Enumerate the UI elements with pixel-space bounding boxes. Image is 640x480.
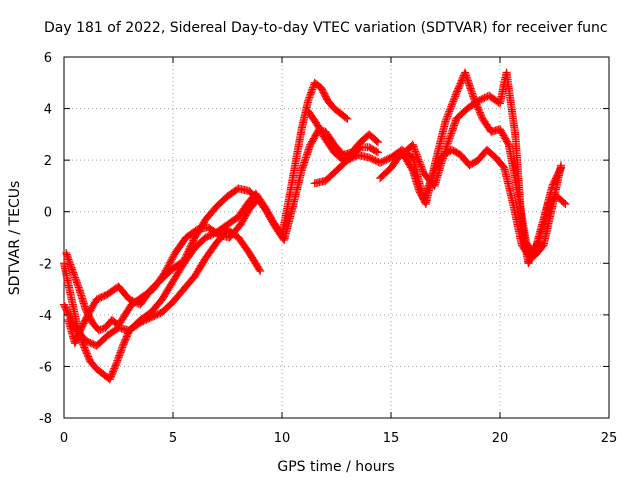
data-point-track-7	[416, 160, 425, 169]
data-point-track-2	[372, 136, 381, 145]
data-point-track-6	[446, 104, 455, 113]
data-point-track-8	[372, 147, 381, 156]
x-tick-label: 10	[274, 431, 291, 446]
data-point-track-7	[415, 157, 424, 166]
data-point-track-6	[445, 105, 454, 114]
data-point-track-6	[444, 110, 453, 119]
data-point-track-6	[449, 95, 458, 104]
data-point-track-7	[412, 150, 421, 159]
data-point-track-5	[560, 198, 569, 207]
data-point-track-6	[448, 99, 457, 108]
data-point-track-7	[409, 142, 418, 151]
data-point-track-6	[447, 102, 456, 111]
data-point-track-3	[255, 265, 264, 274]
data-point-track-7	[410, 144, 419, 153]
data-point-track-7	[412, 149, 421, 158]
data-point-track-6	[451, 92, 460, 101]
data-point-track-3	[256, 267, 265, 276]
data-point-track-6	[447, 100, 456, 109]
x-tick-label: 20	[492, 431, 509, 446]
data-point-track-6	[442, 115, 451, 124]
y-tick-label: 4	[44, 103, 52, 118]
data-point-track-7	[417, 164, 426, 173]
data-point-track-4	[254, 196, 263, 205]
data-point-track-6	[442, 114, 451, 123]
data-point-track-8	[373, 148, 382, 157]
data-point-track-2	[94, 326, 103, 335]
y-tick-label: -8	[39, 412, 52, 427]
y-tick-label: 2	[44, 154, 52, 169]
data-point-track-6	[450, 94, 459, 103]
data-point-track-7	[557, 163, 566, 172]
y-tick-label: -2	[39, 257, 52, 272]
x-tick-label: 15	[383, 431, 400, 446]
data-point-track-2	[98, 325, 107, 334]
x-axis-label: GPS time / hours	[277, 459, 394, 475]
data-point-track-7	[408, 140, 417, 149]
data-point-track-7	[411, 147, 420, 156]
data-point-track-7	[414, 155, 423, 164]
data-point-track-5	[561, 199, 570, 208]
plot-frame	[63, 56, 610, 419]
data-point-track-1	[342, 113, 351, 122]
data-point-track-2	[96, 325, 105, 334]
data-point-track-7	[418, 165, 427, 174]
data-points	[60, 68, 570, 384]
y-tick-label: -4	[39, 309, 52, 324]
data-point-track-7	[413, 152, 422, 161]
y-tick-label: -6	[39, 360, 52, 375]
data-point-track-7	[413, 154, 422, 163]
x-tick-label: 5	[169, 431, 177, 446]
data-point-track-7	[556, 165, 565, 174]
data-point-track-6	[445, 107, 454, 116]
data-point-track-4	[256, 197, 265, 206]
y-tick-label: 0	[44, 206, 52, 221]
data-point-track-7	[410, 145, 419, 154]
data-point-track-6	[444, 109, 453, 118]
data-point-track-6	[443, 112, 452, 121]
x-tick-label: 0	[60, 431, 68, 446]
data-point-track-7	[415, 159, 424, 168]
data-point-track-2	[373, 138, 382, 147]
x-tick-label: 25	[601, 431, 618, 446]
chart-title: Day 181 of 2022, Sidereal Day-to-day VTE…	[44, 20, 608, 36]
data-point-track-1	[343, 114, 352, 123]
axis-ticks: 0 5 10 15 20 25 -8 -6 -4 -2 0 2 4 6	[39, 51, 617, 446]
data-point-track-6	[449, 97, 458, 106]
y-tick-label: 6	[44, 51, 52, 66]
y-axis-label: SDTVAR / TECUs	[7, 181, 23, 296]
data-point-track-6	[441, 117, 450, 126]
data-point-track-7	[417, 162, 426, 171]
